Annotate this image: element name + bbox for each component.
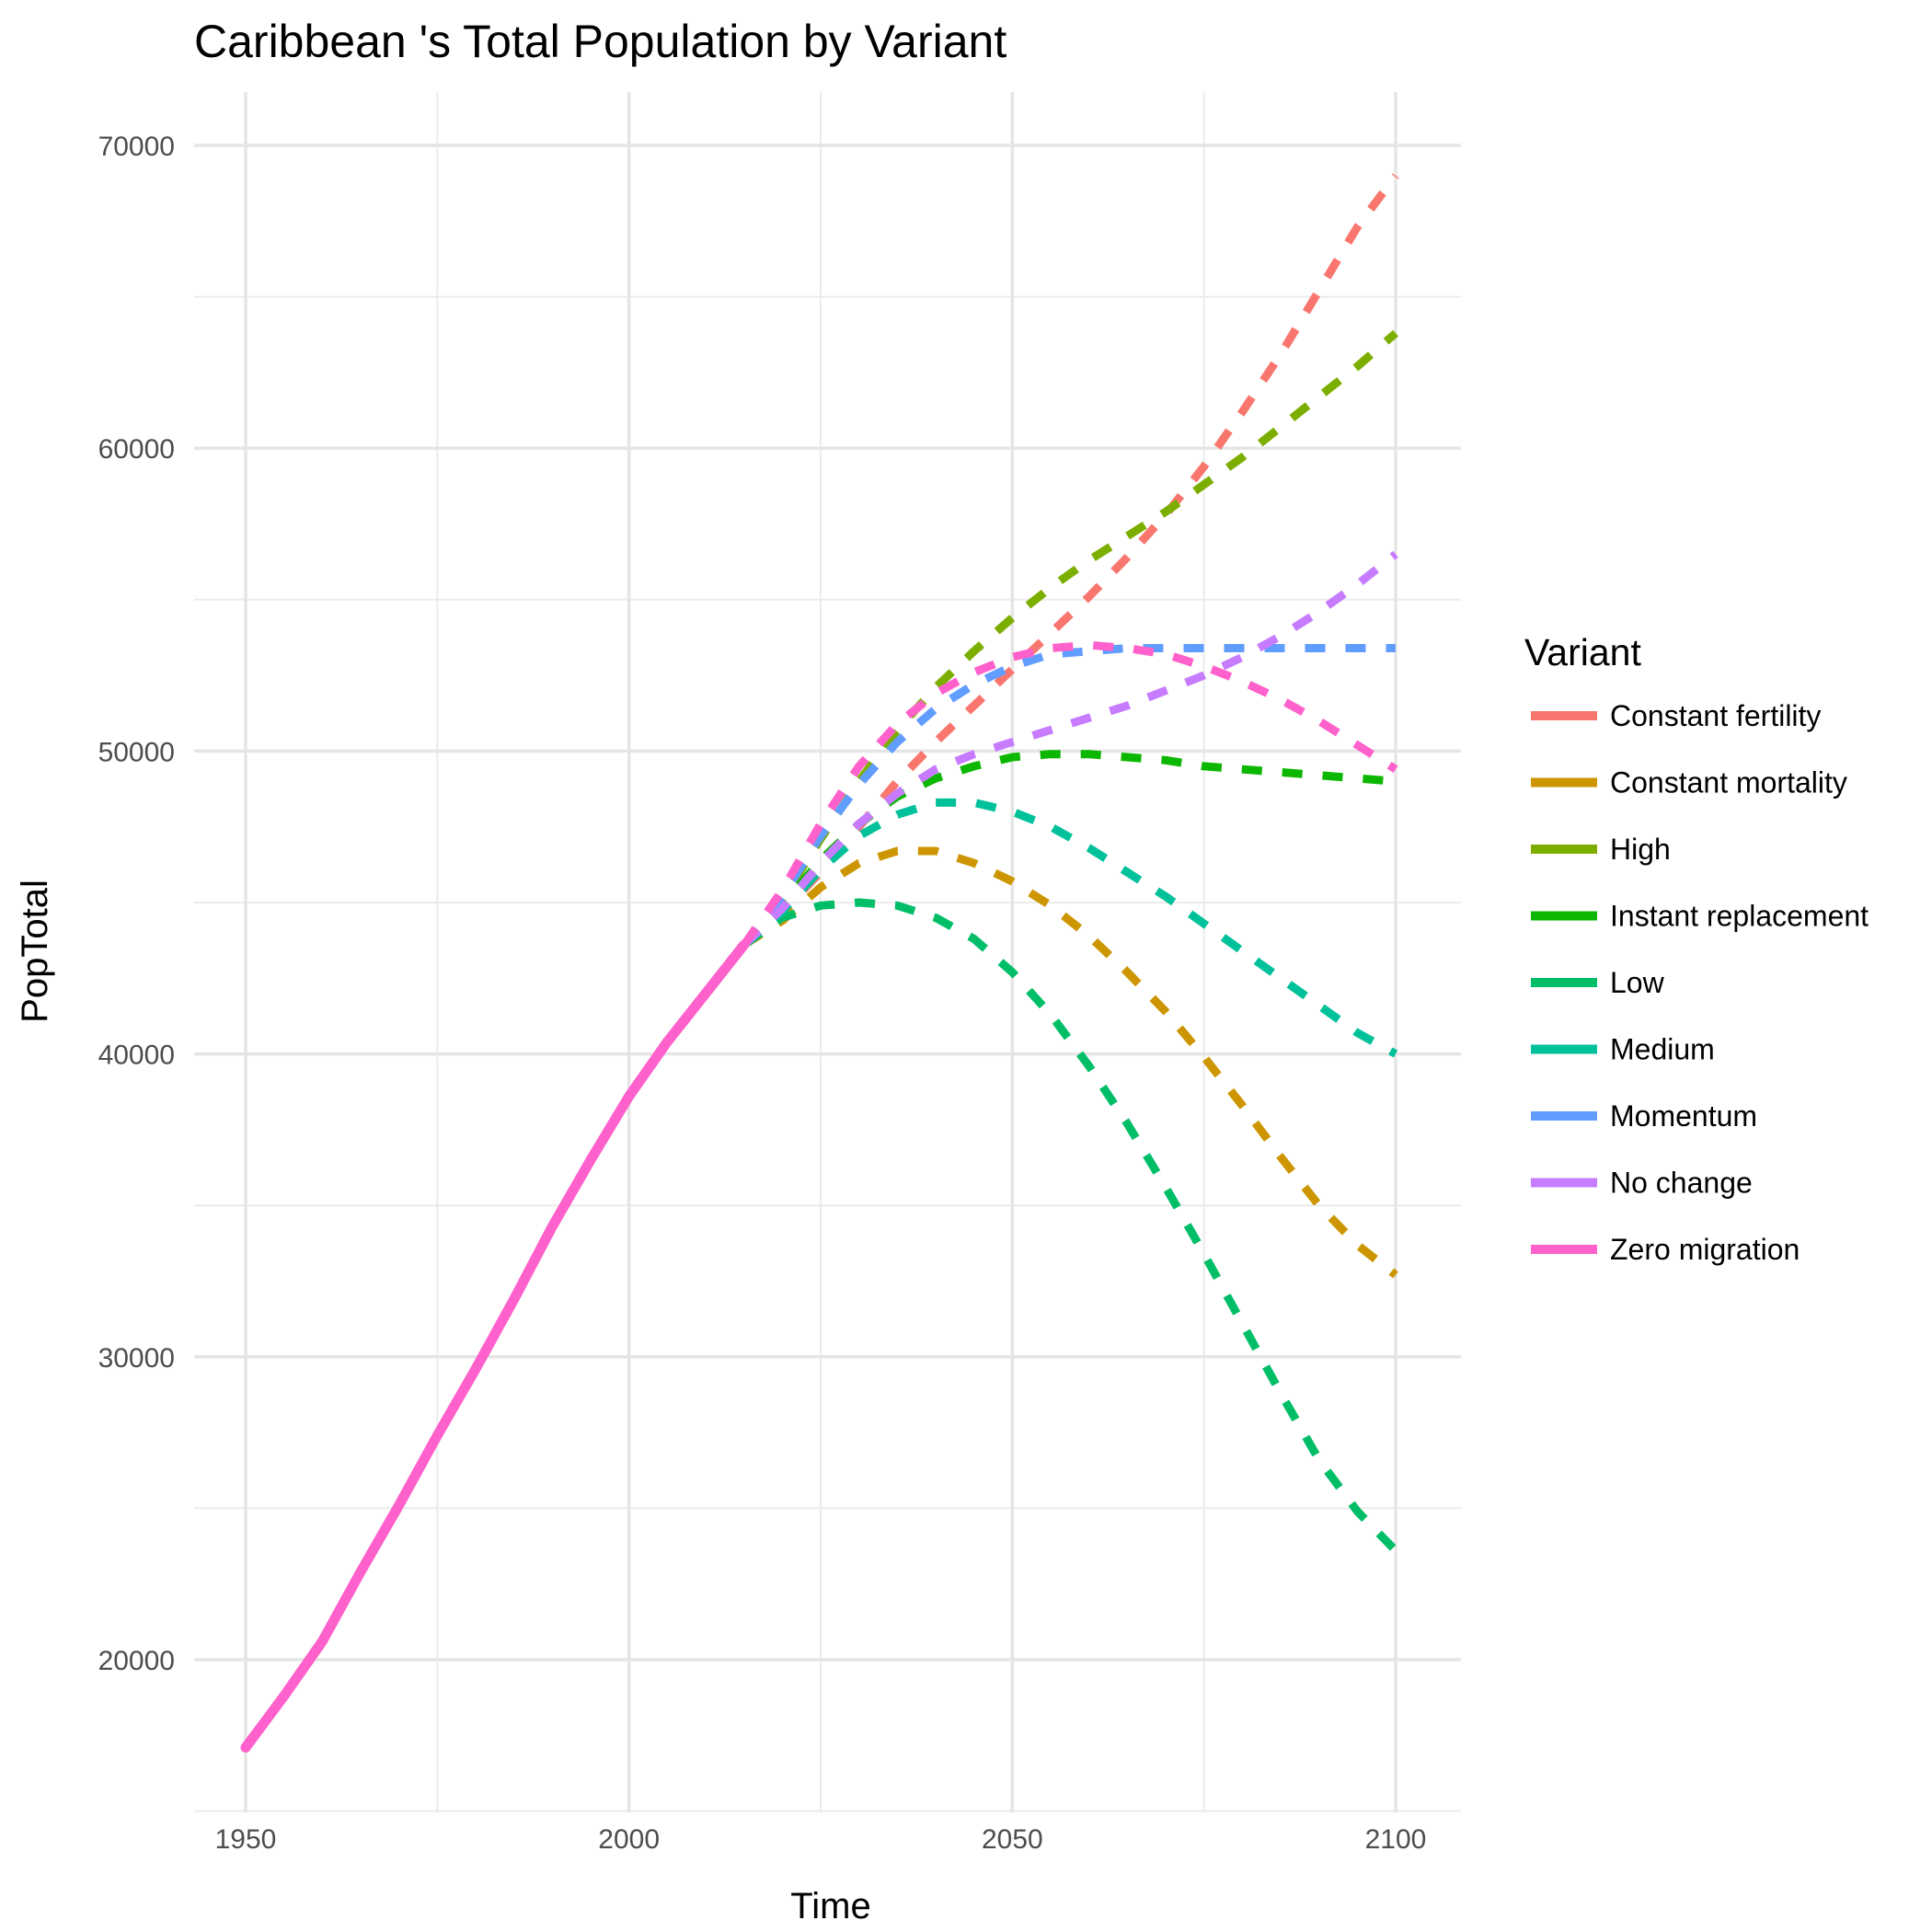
legend-item: No change: [1531, 1167, 1753, 1200]
x-tick-label: 2050: [982, 1824, 1043, 1855]
legend-label: No change: [1610, 1167, 1753, 1200]
series-lines: [240, 173, 1399, 1753]
x-tick-labels: 1950 2000 2050 2100: [215, 1824, 1427, 1855]
x-tick-label: 2100: [1365, 1824, 1427, 1855]
legend-title: Variant: [1524, 631, 1641, 673]
series-line: [741, 329, 1398, 948]
grid-minor: [194, 92, 1461, 1812]
legend-label: Constant fertility: [1610, 699, 1821, 732]
x-axis-title: Time: [790, 1886, 870, 1926]
y-tick-label: 60000: [98, 434, 175, 465]
series-line: [741, 640, 1398, 948]
legend-item: Momentum: [1531, 1099, 1757, 1133]
legend-label: Low: [1610, 966, 1665, 999]
y-tick-label: 30000: [98, 1343, 175, 1374]
legend-label: Instant replacement: [1610, 900, 1869, 933]
legend-item: Instant replacement: [1531, 900, 1869, 933]
legend-item: Zero migration: [1531, 1233, 1800, 1266]
chart-title: Caribbean 's Total Population by Variant: [194, 16, 1006, 67]
legend-item: Medium: [1531, 1033, 1715, 1066]
y-axis-title: PopTotal: [15, 880, 55, 1023]
series-line: [741, 644, 1396, 948]
series-line: [742, 846, 1398, 1279]
y-tick-label: 40000: [98, 1041, 175, 1071]
legend: Variant Constant fertility Constant morta…: [1524, 631, 1869, 1266]
series-line: [741, 750, 1397, 949]
legend-label: Constant mortality: [1610, 766, 1847, 799]
y-tick-label: 20000: [98, 1646, 175, 1676]
legend-item: High: [1531, 833, 1671, 866]
y-tick-label: 50000: [98, 737, 175, 767]
grid-major: [194, 92, 1461, 1812]
legend-item: Constant fertility: [1531, 699, 1821, 732]
legend-label: High: [1610, 833, 1671, 866]
x-tick-label: 1950: [215, 1824, 277, 1855]
historical-line: [240, 939, 750, 1753]
y-tick-label: 70000: [98, 132, 175, 162]
legend-item: Constant mortality: [1531, 766, 1847, 799]
series-line: [742, 898, 1399, 1554]
series-line: [741, 173, 1399, 949]
legend-items: Constant fertility Constant mortality High…: [1531, 699, 1869, 1266]
legend-label: Momentum: [1610, 1099, 1757, 1133]
legend-label: Zero migration: [1610, 1233, 1800, 1266]
series-line: [741, 798, 1398, 1058]
legend-label: Medium: [1610, 1033, 1715, 1066]
legend-item: Low: [1531, 966, 1665, 999]
x-tick-label: 2000: [598, 1824, 660, 1855]
y-tick-labels: 20000 30000 40000 50000 60000 70000: [98, 132, 175, 1676]
